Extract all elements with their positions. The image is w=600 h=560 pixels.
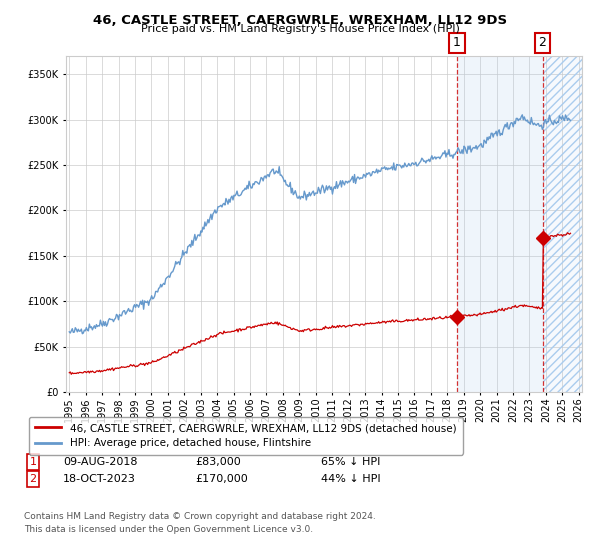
Text: 46, CASTLE STREET, CAERGWRLE, WREXHAM, LL12 9DS: 46, CASTLE STREET, CAERGWRLE, WREXHAM, L… [93,14,507,27]
Text: Contains HM Land Registry data © Crown copyright and database right 2024.
This d: Contains HM Land Registry data © Crown c… [24,512,376,534]
Bar [542,56,587,392]
Bar [542,56,587,392]
Text: 2: 2 [29,474,37,484]
Bar [457,56,542,392]
Legend: 46, CASTLE STREET, CAERGWRLE, WREXHAM, LL12 9DS (detached house), HPI: Average p: 46, CASTLE STREET, CAERGWRLE, WREXHAM, L… [29,417,463,455]
Text: 09-AUG-2018: 09-AUG-2018 [63,457,137,467]
Text: 44% ↓ HPI: 44% ↓ HPI [321,474,380,484]
Text: 1: 1 [453,36,461,49]
Text: 65% ↓ HPI: 65% ↓ HPI [321,457,380,467]
Text: £83,000: £83,000 [195,457,241,467]
Text: Price paid vs. HM Land Registry's House Price Index (HPI): Price paid vs. HM Land Registry's House … [140,24,460,34]
Text: 18-OCT-2023: 18-OCT-2023 [63,474,136,484]
Text: £170,000: £170,000 [195,474,248,484]
Text: 1: 1 [29,457,37,467]
Text: 2: 2 [539,36,547,49]
